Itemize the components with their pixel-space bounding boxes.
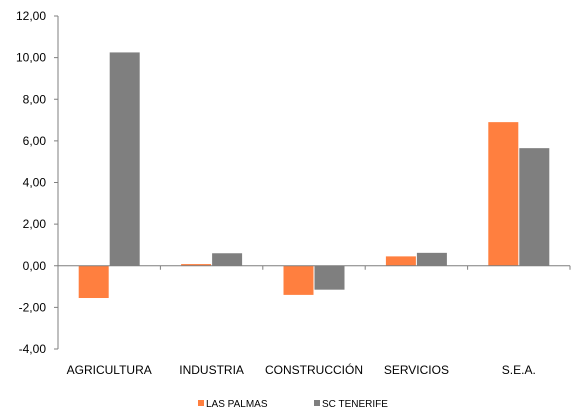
legend: LAS PALMAS SC TENERIFE [198, 399, 388, 410]
legend-label: LAS PALMAS [206, 399, 268, 410]
bar-sc-tenerife [109, 52, 140, 266]
legend-swatch [198, 400, 204, 406]
x-category-label: CONSTRUCCIÓN [265, 362, 363, 377]
bar-las-palmas [283, 265, 314, 295]
bar-las-palmas [78, 265, 109, 299]
bar-sc-tenerife [314, 265, 345, 290]
bar-sc-tenerife [416, 252, 447, 266]
y-tick-label: -2,00 [19, 300, 47, 314]
legend-swatch [314, 400, 320, 406]
y-tick-label: 4,00 [23, 176, 47, 190]
category-labels: AGRICULTURA INDUSTRIA CONSTRUCCIÓN SERVICIO… [67, 362, 536, 377]
bar-sc-tenerife [212, 253, 243, 266]
y-tick-label: 10,00 [16, 51, 46, 65]
y-tick-label: 8,00 [23, 92, 47, 106]
y-tick-label: 2,00 [23, 217, 47, 231]
x-category-label: INDUSTRIA [179, 363, 244, 377]
y-tick-label: -4,00 [19, 342, 47, 356]
y-tick-label: 0,00 [23, 259, 47, 273]
bars [78, 52, 550, 299]
x-category-label: SERVICIOS [384, 363, 449, 377]
y-axis: -4,00 -2,00 0,00 2,00 4,00 6,00 8,00 10,00 12,00 [16, 9, 59, 356]
bar-las-palmas [385, 256, 416, 266]
x-axis [57, 265, 571, 270]
x-category-label: AGRICULTURA [67, 363, 152, 377]
bar-las-palmas [488, 122, 519, 266]
bar-las-palmas [181, 264, 212, 266]
x-category-label: S.E.A. [502, 363, 536, 377]
legend-label: SC TENERIFE [322, 399, 388, 410]
bar-sc-tenerife [519, 148, 550, 266]
y-tick-label: 6,00 [23, 134, 47, 148]
y-tick-label: 12,00 [16, 9, 46, 23]
